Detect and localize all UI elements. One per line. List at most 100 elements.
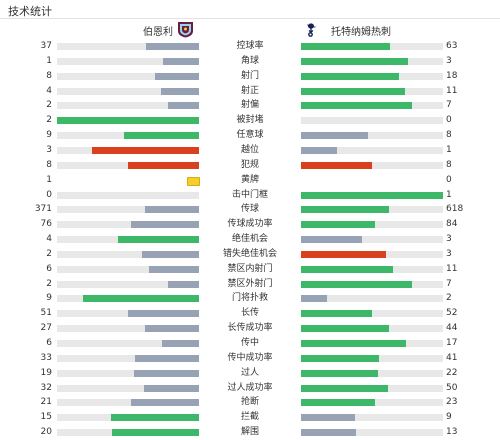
- away-bar-fill: [301, 191, 443, 199]
- away-bar-track: [301, 191, 443, 199]
- home-bar-track: [57, 429, 199, 437]
- home-stat-value: 76: [40, 219, 52, 230]
- away-stat-value: 63: [446, 41, 458, 51]
- away-bar-track: [301, 310, 443, 318]
- away-bar-fill: [301, 161, 372, 169]
- away-stat-value: 13: [446, 427, 458, 438]
- home-bar-track: [57, 87, 199, 95]
- home-bar-fill: [145, 325, 199, 333]
- home-stat-value: 1: [46, 55, 52, 66]
- away-bar-fill: [301, 236, 362, 244]
- home-bar-track: [57, 414, 199, 422]
- away-bar-fill: [301, 102, 412, 110]
- away-bar-fill: [301, 325, 389, 333]
- home-bar-fill: [118, 236, 199, 244]
- stat-label: 解围: [240, 427, 259, 438]
- away-bar-fill: [301, 250, 386, 258]
- away-stat-value: 44: [446, 323, 458, 334]
- stat-label: 禁区内射门: [227, 263, 273, 274]
- home-stat-value: 20: [40, 427, 52, 438]
- stat-label: 长传: [240, 308, 259, 319]
- away-bar-track: [301, 221, 443, 229]
- away-stat-value: 3: [446, 55, 452, 66]
- home-bar-track: [57, 132, 199, 140]
- stat-row: 19 过人 22: [0, 366, 500, 381]
- away-bar-fill: [301, 132, 368, 140]
- stat-label: 越位: [240, 144, 259, 155]
- home-bar-track: [57, 43, 199, 50]
- home-bar-fill: [163, 57, 199, 65]
- away-stat-value: 8: [446, 130, 452, 141]
- home-bar-fill: [142, 250, 199, 258]
- home-bar-track: [57, 250, 199, 258]
- stat-label: 门将扑救: [231, 293, 268, 304]
- stat-label: 错失绝佳机会: [222, 248, 277, 259]
- home-stat-value: 51: [40, 308, 52, 319]
- home-bar-fill: [168, 280, 199, 288]
- stat-label: 禁区外射门: [227, 278, 273, 289]
- away-stat-value: 50: [446, 382, 458, 393]
- away-stat-value: 8: [446, 159, 452, 170]
- away-bar-track: [301, 265, 443, 273]
- away-bar-track: [301, 250, 443, 258]
- stat-row: 37 控球率 63: [0, 39, 500, 54]
- away-bar-fill: [301, 87, 405, 95]
- home-bar-fill: [144, 384, 199, 392]
- stat-label: 被封堵: [236, 115, 264, 126]
- home-stat-value: 27: [40, 323, 52, 334]
- stat-row: 9 任意球 8: [0, 128, 500, 143]
- home-stat-value: 33: [40, 352, 52, 363]
- home-stat-value: 2: [46, 100, 52, 111]
- away-bar-fill: [301, 265, 393, 273]
- stat-label: 抢断: [240, 397, 259, 408]
- away-bar-track: [301, 87, 443, 95]
- away-stat-value: 2: [446, 293, 452, 304]
- header-divider: [0, 18, 500, 19]
- home-bar-track: [57, 161, 199, 169]
- home-bar-fill: [162, 340, 199, 347]
- stat-row: 8 犯规 8: [0, 158, 500, 173]
- away-bar-track: [301, 414, 443, 422]
- home-bar-fill: [168, 102, 199, 110]
- stat-row: 9 门将扑救 2: [0, 291, 500, 306]
- home-bar-track: [57, 280, 199, 288]
- home-bar-fill: [83, 295, 199, 303]
- away-team-name: 托特纳姆热刺: [331, 27, 391, 38]
- home-stat-value: 4: [46, 85, 52, 96]
- home-stat-value: 15: [40, 412, 52, 423]
- away-bar-track: [301, 43, 443, 50]
- away-stat-value: 3: [446, 248, 452, 259]
- stat-row: 2 被封堵 0: [0, 113, 500, 128]
- home-bar-fill: [131, 221, 199, 229]
- stat-row: 33 传中成功率 41: [0, 351, 500, 366]
- stat-row: 32 过人成功率 50: [0, 381, 500, 396]
- stat-row: 2 错失绝佳机会 3: [0, 247, 500, 262]
- burnley-crest-icon: [178, 22, 193, 38]
- away-bar-fill: [301, 146, 337, 154]
- home-stat-value: 371: [34, 204, 52, 215]
- home-stat-value: 2: [46, 115, 52, 126]
- home-bar-track: [57, 340, 199, 347]
- stat-label: 犯规: [240, 159, 259, 170]
- home-bar-track: [57, 57, 199, 65]
- stat-label: 长传成功率: [227, 323, 273, 334]
- away-bar-fill: [301, 354, 379, 362]
- stat-row: 6 禁区内射门 11: [0, 262, 500, 277]
- home-bar-fill: [146, 43, 199, 50]
- away-bar-track: [301, 369, 443, 377]
- home-stat-value: 6: [46, 263, 52, 274]
- away-bar-track: [301, 161, 443, 169]
- stat-label: 过人: [240, 367, 259, 378]
- stat-label: 传球: [240, 204, 259, 215]
- home-bar-fill: [111, 414, 199, 422]
- home-stat-value: 2: [46, 278, 52, 289]
- home-stat-value: 21: [40, 397, 52, 408]
- away-bar-track: [301, 102, 443, 110]
- away-bar-fill: [301, 369, 378, 377]
- tottenham-cockerel-icon: [307, 23, 317, 37]
- stats-title: 技术统计: [8, 5, 52, 18]
- away-bar-fill: [301, 399, 375, 407]
- away-stat-value: 41: [446, 352, 458, 363]
- away-bar-track: [301, 354, 443, 362]
- away-stat-value: 52: [446, 308, 458, 319]
